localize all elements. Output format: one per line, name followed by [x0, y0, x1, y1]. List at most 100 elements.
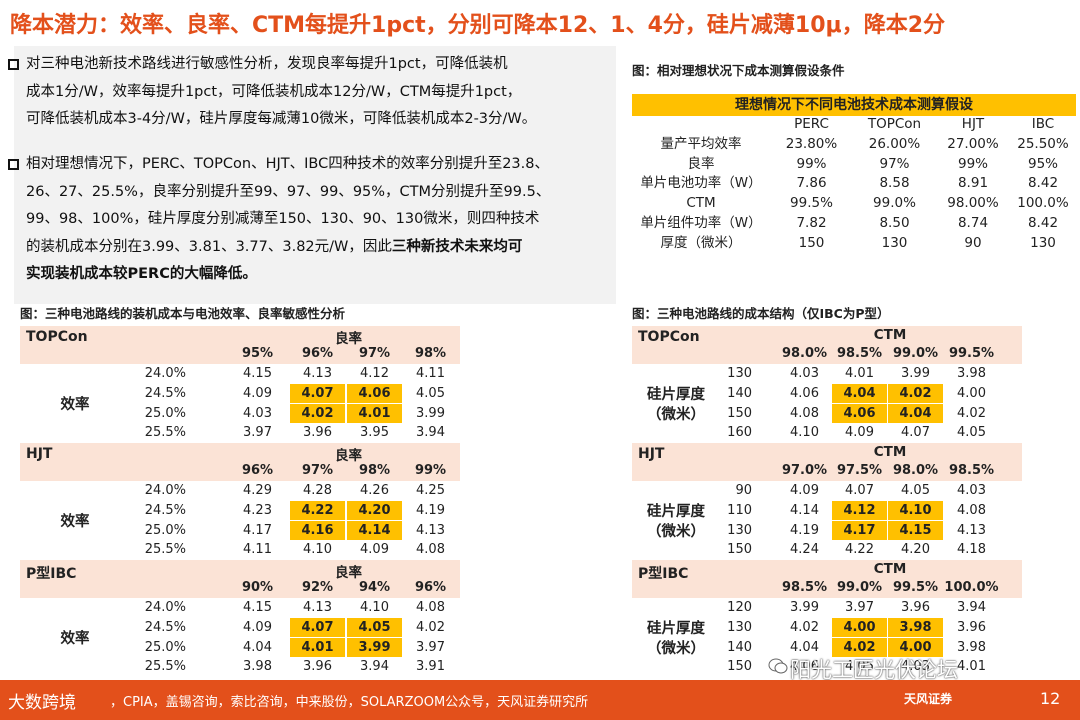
table-column-header: 97.0%	[781, 463, 828, 478]
table-cell: 4.19	[416, 502, 445, 518]
table-group-label: 硅片厚度 （微米）	[632, 619, 720, 659]
page-title: 降本潜力：效率、良率、CTM每提升1pct，分别可降本12、1、4分，硅片减薄1…	[10, 13, 946, 38]
table-cell: 4.22	[845, 542, 874, 558]
table-cell: 4.17	[243, 522, 272, 538]
table-group-label-line: 效率	[60, 396, 90, 413]
highlighted-cell: 4.04	[888, 403, 943, 424]
table-cell: 4.08	[416, 542, 445, 558]
table-cell: 4.09	[790, 483, 819, 498]
table-group-label-line: （微米）	[647, 640, 705, 657]
assumptions-cell: 99.0%	[873, 195, 916, 212]
table-cell: 4.00	[957, 385, 986, 401]
highlighted-cell: 4.01	[347, 403, 402, 424]
bullet-2-line: 实现装机成本较PERC的大幅降低。	[26, 261, 606, 289]
table-metric: 良率	[335, 448, 362, 464]
table-column-header: 97.5%	[836, 463, 883, 478]
assumptions-cell: 7.82	[796, 215, 827, 231]
table-metric: 良率	[335, 331, 362, 347]
table-header-band: HJT 良率 96% 97% 98% 99%	[20, 443, 460, 481]
table-cell: 4.01	[957, 659, 986, 675]
table-cell: 3.97	[416, 639, 445, 655]
highlighted-cell: 3.98	[888, 617, 943, 638]
table-cell: 4.07	[901, 425, 930, 441]
table-row-label: 25.0%	[144, 522, 186, 538]
table-cell: 3.94	[957, 600, 986, 615]
table-column-header: 98.0%	[892, 463, 939, 478]
table-cell: 4.10	[360, 600, 389, 615]
table-row-label: 25.0%	[144, 639, 186, 655]
table-metric: CTM	[873, 327, 907, 343]
table-column-header: 96%	[241, 463, 274, 478]
assumptions-cell: 99%	[796, 155, 827, 172]
table-group-label-line: 硅片厚度	[647, 503, 705, 520]
table-header-band: TOPCon 良率 95% 96% 97% 98%	[20, 326, 460, 364]
assumptions-cell: 97%	[879, 155, 910, 172]
table-cell: 4.13	[303, 600, 332, 615]
assumptions-cell: 100.0%	[1017, 195, 1069, 212]
assumptions-cell: 99.5%	[790, 195, 833, 212]
table-cell: 4.08	[416, 600, 445, 615]
highlighted-cell: 4.06	[832, 403, 887, 424]
table-column-header: 97%	[358, 346, 391, 361]
bullet-2-bold: 实现装机成本较PERC的大幅降低。	[26, 266, 257, 282]
table-column-header: 99.0%	[892, 346, 939, 361]
table-header-band: TOPCon CTM 98.0% 98.5% 99.0% 99.5%	[632, 326, 1022, 364]
assumptions-cell: 150	[798, 234, 825, 251]
table-cell: 4.13	[416, 522, 445, 538]
bullet-1-line: 可降低装机成本3-4分/W，硅片厚度每减薄10微米，可降低装机成本2-3分/W。	[26, 111, 537, 127]
assumptions-cell: 单片组件功率（W）	[640, 215, 762, 231]
table-header-band: HJT CTM 97.0% 97.5% 98.0% 98.5%	[632, 443, 1022, 481]
table-cell: 4.07	[845, 483, 874, 498]
sensitivity-caption: 图：三种电池路线的装机成本与电池效率、良率敏感性分析	[20, 306, 346, 321]
assumptions-cell: 厚度（微米）	[660, 234, 742, 251]
table-column-header: 98.5%	[836, 346, 883, 361]
table-row-label: 150	[727, 405, 752, 421]
bullet-2-line: 26、27、25.5%，良率分别提升至99、97、99、95%，CTM分别提升至…	[26, 183, 551, 200]
assumptions-cell: 130	[881, 234, 908, 251]
table-cell: 3.96	[957, 619, 986, 635]
table-cell: 4.13	[303, 366, 332, 381]
table-cell: 4.10	[303, 542, 332, 558]
table-metric: CTM	[873, 444, 907, 460]
table-cell: 4.29	[243, 483, 272, 498]
table-column-header: 98%	[358, 463, 391, 478]
table-cell: 4.05	[845, 659, 874, 675]
table-cell: 3.96	[901, 600, 930, 615]
table-group-label-line: 硅片厚度	[647, 620, 705, 637]
table-cell: 4.06	[790, 385, 819, 401]
table-cell: 4.02	[416, 619, 445, 635]
table-cell: 4.18	[957, 542, 986, 558]
table-column-header: 94%	[358, 580, 391, 595]
summary-panel	[14, 46, 616, 304]
checkbox-bullet-icon	[8, 159, 19, 170]
table-cell: 4.20	[901, 542, 930, 558]
table-column-header: 99.0%	[836, 580, 883, 595]
table-cell: 4.02	[957, 405, 986, 421]
table-header-band: P型IBC 良率 90% 92% 94% 96%	[20, 560, 460, 598]
table-cell: 4.04	[790, 639, 819, 655]
highlighted-cell: 4.15	[888, 520, 943, 541]
bullet-1: 对三种电池新技术路线进行敏感性分析，发现良率每提升1pct，可降低装机 成本1分…	[8, 51, 606, 134]
table-cell: 4.09	[243, 385, 272, 401]
table-cell: 4.03	[243, 405, 272, 421]
assumptions-row: 良率 99% 97% 99% 95%	[632, 155, 1076, 175]
highlighted-cell: 4.00	[888, 637, 943, 658]
bullet-1-line: 成本1分/W，效率每提升1pct，可降低装机成本12分/W，CTM每提升1pct…	[26, 83, 522, 100]
highlighted-cell: 4.17	[832, 520, 887, 541]
assumptions-cell: 8.91	[957, 175, 989, 192]
table-cell: 4.06	[790, 659, 819, 675]
table-cell: 4.05	[416, 385, 445, 401]
table-cell: 4.11	[243, 542, 272, 558]
table-row-label: 120	[727, 600, 752, 615]
table-cell: 3.99	[790, 600, 819, 615]
table-cell: 4.19	[790, 522, 819, 538]
table-column-header: 100.0%	[944, 580, 999, 595]
bullet-2-bold: 三种新技术未来均可	[391, 238, 523, 255]
footer-logo: 大数跨境	[8, 693, 76, 713]
table-row-label: 24.0%	[144, 483, 186, 498]
assumptions-cell: 95%	[1027, 155, 1058, 172]
table-group-label: 效率	[40, 395, 110, 415]
table-row-label: 90	[735, 483, 752, 498]
assumptions-cell: PERC	[794, 116, 829, 132]
highlighted-cell: 4.10	[888, 500, 943, 521]
